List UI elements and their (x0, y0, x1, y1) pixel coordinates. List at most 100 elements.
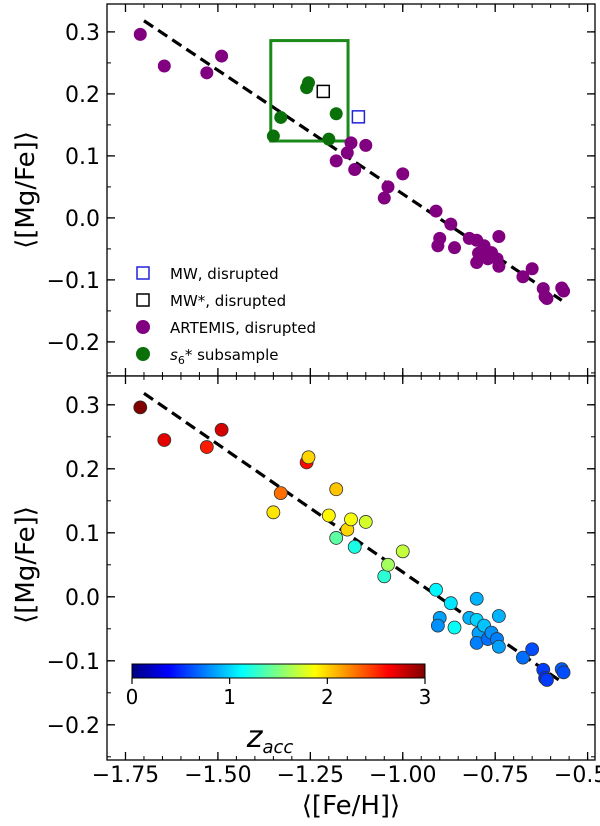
bottom-ytick-label: −0.1 (47, 650, 100, 675)
top-point (516, 270, 530, 284)
colorbar: 0 1 2 3 zacc (126, 663, 432, 758)
bottom-point (429, 582, 443, 597)
bottom-ytick-label: 0.0 (65, 586, 100, 611)
legend-s6-sub: 6 (178, 354, 185, 367)
top-point (470, 256, 484, 270)
top-plot-frame (106, 3, 596, 377)
top-point (215, 49, 229, 63)
bottom-point (381, 557, 395, 572)
legend-marker-artemis (136, 320, 150, 334)
legend-label-mw-star: MW*, disrupted (170, 292, 286, 310)
bottom-point (329, 482, 344, 497)
top-point (444, 217, 458, 231)
bottom-point (540, 673, 554, 687)
xtick-label: −1.50 (184, 763, 251, 788)
bottom-ytick-label: 0.1 (65, 522, 100, 547)
legend-label-s6: s6* subsample (170, 346, 278, 367)
bottom-ticks: −0.2 −0.1 0.0 0.1 0.2 0.3 −1.75 −1.50 −1.25 −1.00… (47, 376, 600, 788)
colorbar-gradient (131, 663, 426, 679)
top-point (344, 136, 358, 150)
bottom-point (516, 650, 530, 665)
top-point (540, 292, 554, 305)
xtick-label: −0.75 (461, 763, 528, 788)
top-point (377, 191, 391, 205)
top-point (133, 27, 147, 41)
legend-label-mw: MW, disrupted (170, 265, 279, 283)
top-point (359, 138, 373, 152)
top-point (557, 284, 571, 298)
xtick-label: −1.00 (369, 763, 436, 788)
colorbar-ticks: 0 1 2 3 (126, 678, 432, 709)
top-point (266, 129, 280, 143)
bottom-point (273, 486, 288, 501)
legend-s6-main: s (170, 346, 178, 364)
bottom-plot-frame (106, 375, 596, 761)
legend: MW, disrupted MW*, disrupted ARTEMIS, di… (136, 265, 316, 367)
bottom-point (329, 531, 344, 545)
top-point (448, 241, 462, 255)
top-point (340, 146, 354, 160)
bottom-ytick-label: 0.3 (65, 394, 100, 419)
bottom-point (443, 596, 458, 611)
top-panel: −0.2 −0.1 0.0 0.1 0.2 0.3 ⟨[Mg/Fe]⟩ MW, disru… (11, 3, 596, 377)
bottom-points (133, 400, 571, 687)
bottom-point (491, 639, 506, 654)
bottom-point (199, 440, 214, 454)
bottom-ytick-label: 0.2 (65, 458, 100, 483)
top-point (329, 107, 343, 121)
top-point-square (351, 110, 366, 124)
bottom-point (358, 515, 373, 529)
top-point (431, 239, 445, 253)
bottom-point (344, 512, 358, 527)
colorbar-tick-label: 0 (126, 685, 139, 709)
top-y-axis-title: ⟨[Mg/Fe]⟩ (11, 131, 41, 249)
colorbar-tick-label: 3 (419, 685, 432, 709)
bottom-ytick-label: −0.2 (47, 714, 100, 739)
bottom-point (321, 508, 336, 523)
colorbar-label-main: z (246, 720, 264, 755)
colorbar-tick-label: 2 (321, 685, 334, 709)
top-point (301, 76, 315, 90)
top-ytick-label: 0.2 (65, 83, 100, 108)
top-highlight-box-group (269, 39, 350, 143)
highlight-box (269, 39, 350, 143)
bottom-point (491, 609, 506, 623)
legend-marker-s6 (136, 347, 150, 361)
top-point (157, 59, 171, 73)
legend-label-artemis: ARTEMIS, disrupted (170, 319, 316, 337)
xtick-label: −1.75 (92, 763, 159, 788)
top-point (492, 259, 506, 273)
bottom-point (133, 400, 148, 415)
top-point (381, 180, 395, 194)
top-point (396, 167, 410, 181)
bottom-point (377, 569, 392, 584)
top-point (200, 66, 214, 80)
bottom-point (447, 620, 462, 635)
bottom-point (430, 618, 445, 633)
top-ytick-label: 0.3 (65, 21, 100, 46)
top-ytick-label: 0.1 (65, 145, 100, 170)
x-axis-title: ⟨[Fe/H]⟩ (302, 791, 400, 821)
bottom-point (469, 591, 484, 606)
top-point (348, 163, 362, 177)
top-ytick-label: −0.2 (47, 331, 100, 356)
colorbar-label: zacc (246, 720, 294, 758)
xtick-label: −0.50 (554, 763, 600, 788)
top-point-square (316, 84, 331, 99)
legend-s6-suffix: * subsample (185, 346, 279, 364)
top-point (525, 262, 539, 276)
bottom-y-axis-title: ⟨[Mg/Fe]⟩ (11, 506, 41, 624)
bottom-point (214, 422, 229, 437)
colorbar-tick-label: 1 (223, 685, 236, 709)
bottom-point (347, 539, 362, 554)
top-point (322, 132, 336, 146)
legend-marker-mw (136, 266, 150, 280)
bottom-point (395, 544, 410, 559)
top-point (274, 110, 288, 124)
top-point (329, 154, 343, 168)
colorbar-label-sub: acc (262, 737, 293, 758)
bottom-point (266, 505, 281, 520)
legend-marker-mw-star (136, 293, 150, 307)
bottom-panel: −0.2 −0.1 0.0 0.1 0.2 0.3 −1.75 −1.50 −1.25 −1.00… (11, 375, 600, 821)
